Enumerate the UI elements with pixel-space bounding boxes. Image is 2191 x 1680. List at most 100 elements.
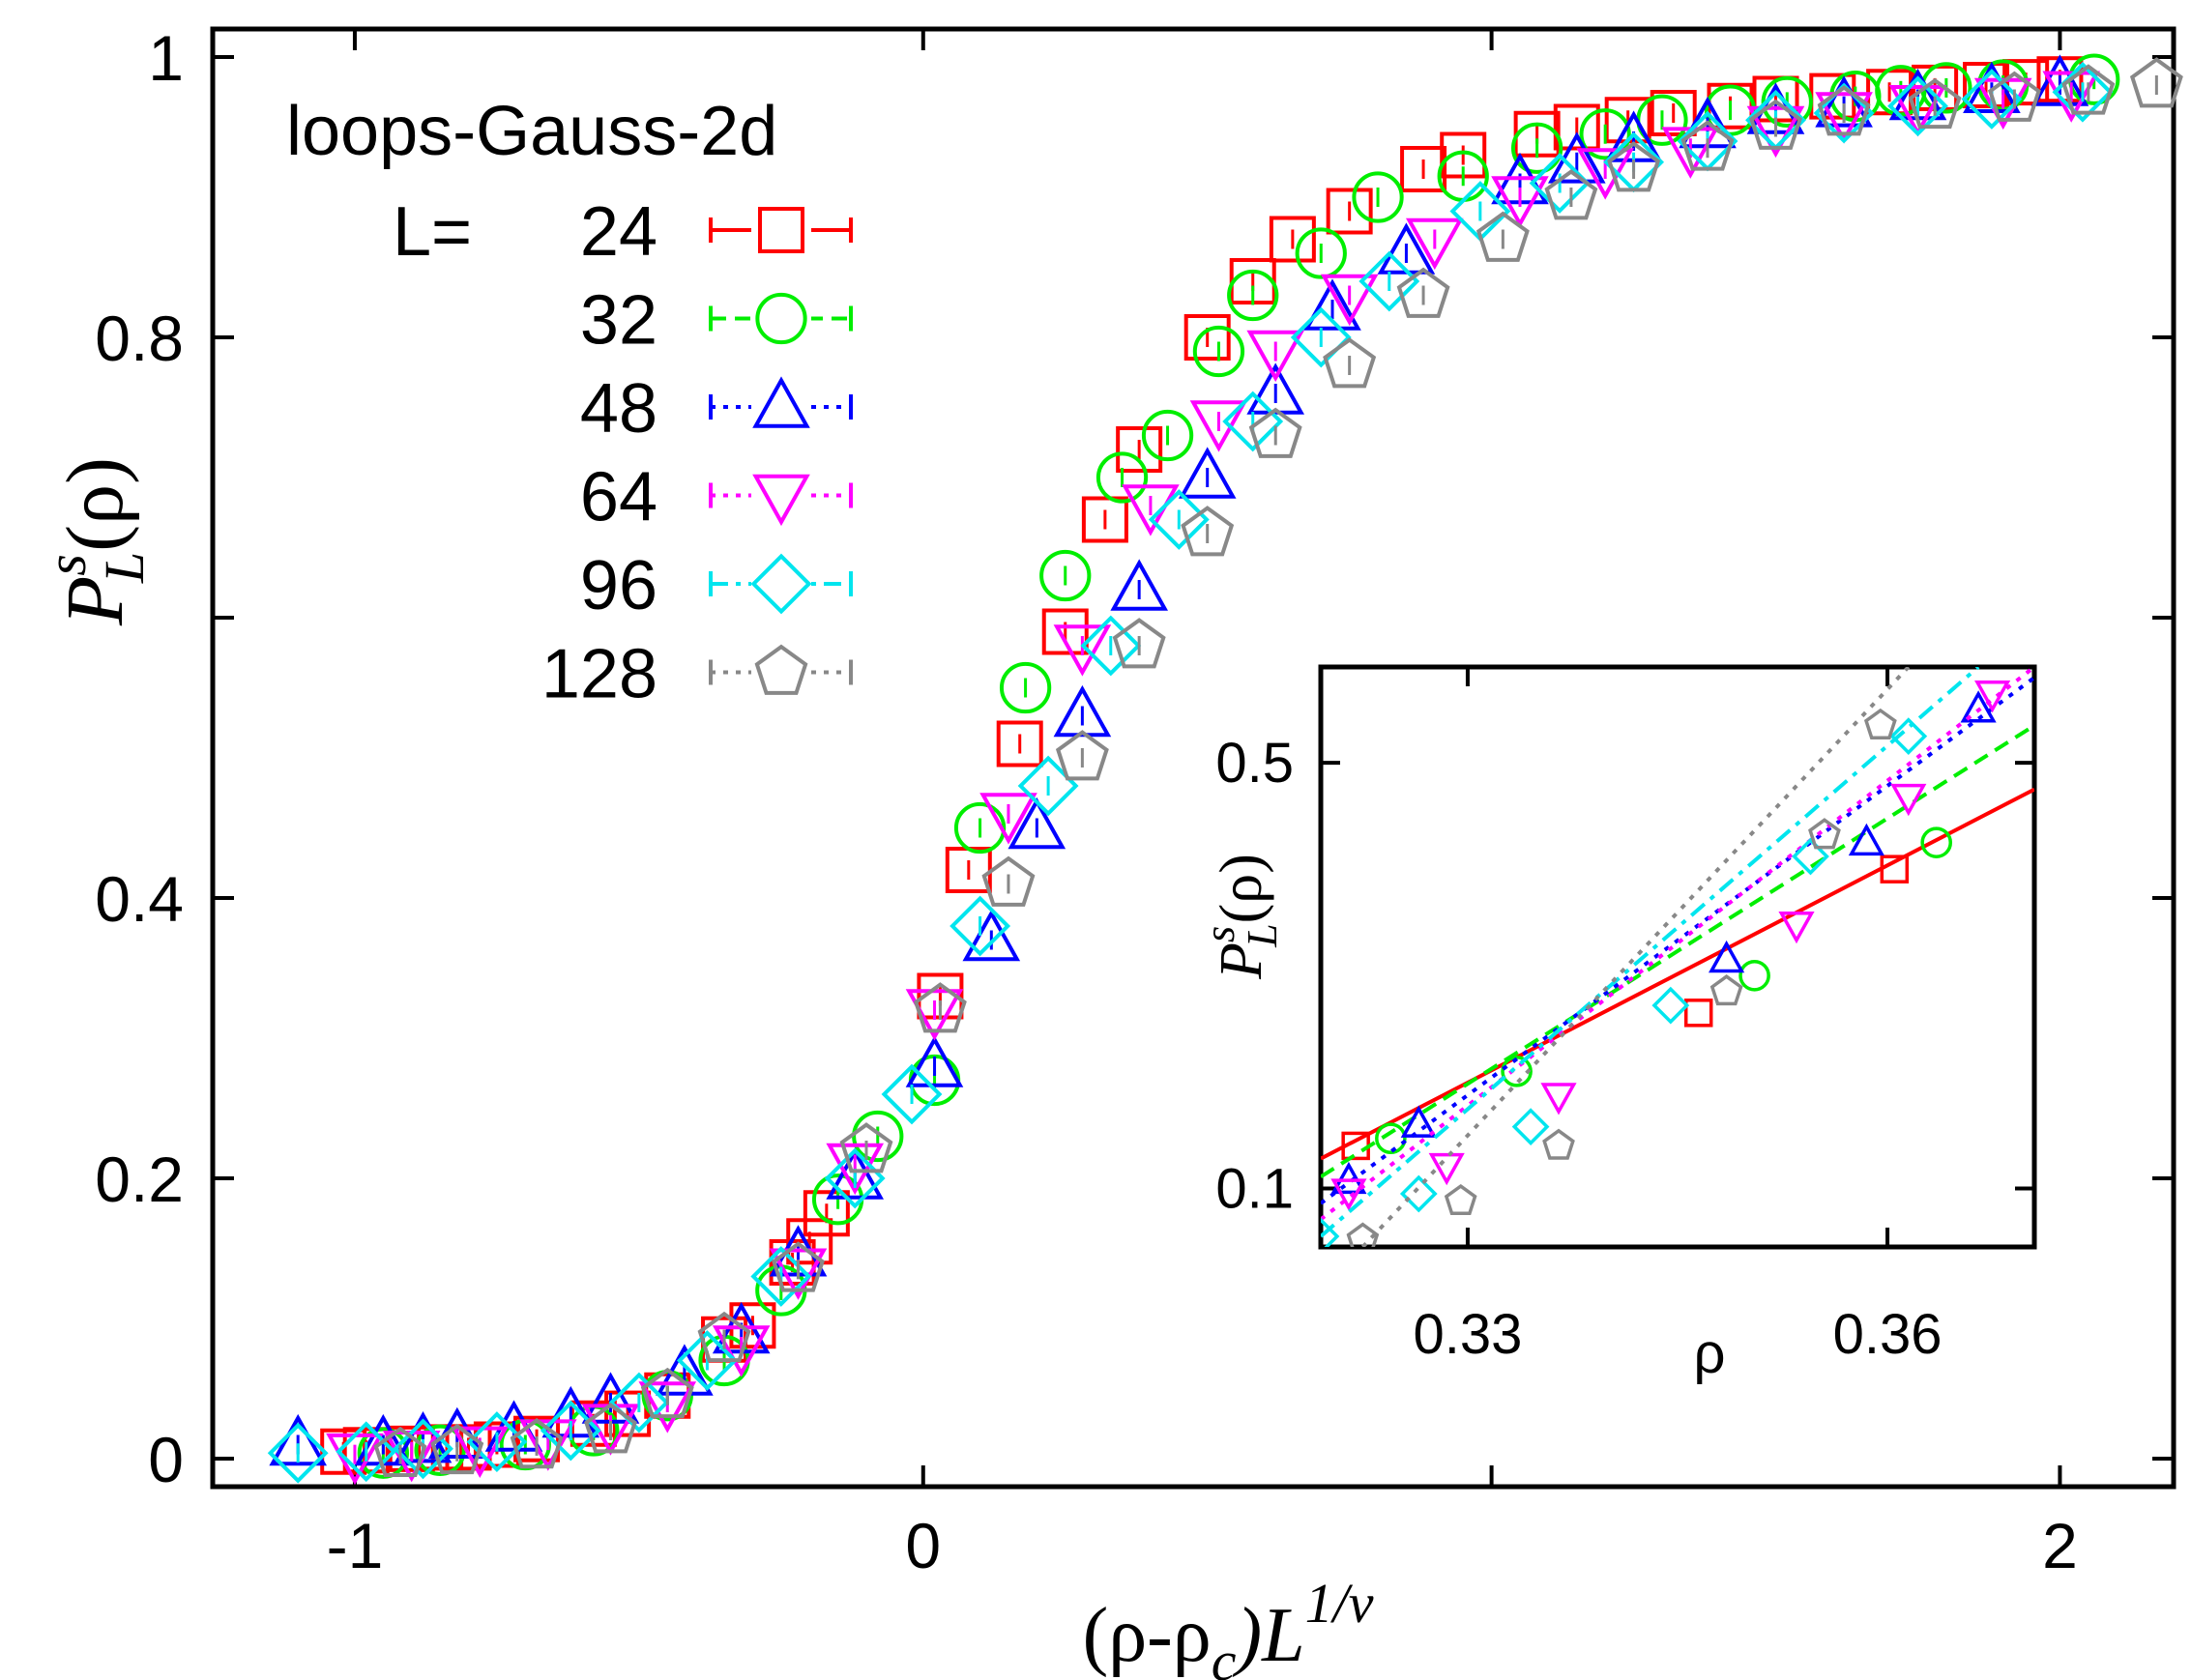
data-point <box>1888 85 1947 137</box>
data-point <box>953 801 1007 854</box>
inset-data-point <box>1540 1083 1577 1115</box>
data-point <box>1246 330 1305 383</box>
data-point <box>1908 77 1962 130</box>
inset-x-tick-label: 0.36 <box>1833 1303 1943 1366</box>
x-tick-label: 0 <box>905 1510 941 1581</box>
data-point <box>1081 496 1128 543</box>
inset-data-point <box>1890 783 1927 817</box>
inset-data-point <box>1792 837 1829 876</box>
legend-marker <box>750 553 812 615</box>
data-point <box>1269 216 1316 263</box>
data-point <box>1080 615 1142 677</box>
inset-data-point <box>1974 681 2011 713</box>
data-point <box>513 1415 561 1463</box>
data-point <box>414 1424 466 1476</box>
inset-series-128 <box>1346 667 1911 1247</box>
inset-data-point <box>1880 854 1910 883</box>
data-point <box>1326 188 1373 235</box>
inset-data-point <box>1709 974 1743 1006</box>
data-point <box>1529 153 1591 214</box>
data-point <box>1815 75 1873 128</box>
inset-data-point <box>1848 823 1884 856</box>
y-tick-label: 0.8 <box>95 303 184 374</box>
data-point <box>1112 618 1166 669</box>
legend-marker <box>755 292 807 345</box>
inset-fit-line <box>1321 676 2034 1205</box>
inset-data-point <box>1651 986 1690 1025</box>
data-point <box>1761 75 1813 129</box>
legend-marker <box>758 207 804 253</box>
inset-fit-line <box>1321 787 2034 1161</box>
inset-series-48 <box>1321 676 2034 1205</box>
inset-y-axis-label: PsL(ρ) <box>1196 854 1286 980</box>
inset-data-point <box>1375 1122 1407 1155</box>
data-point <box>1963 61 2021 113</box>
inset-plot-area <box>1321 667 2034 1247</box>
data-point <box>1815 92 1873 144</box>
inset-data-point <box>1709 940 1745 973</box>
inset-data-point <box>1778 911 1815 944</box>
plot-frame <box>210 26 2176 1490</box>
data-point <box>1178 447 1237 499</box>
data-point <box>1987 71 2041 122</box>
data-point <box>1041 608 1089 655</box>
inset-data-point <box>1511 1108 1550 1145</box>
data-point <box>1817 85 1871 136</box>
data-point <box>1039 549 1092 602</box>
data-point <box>510 1418 564 1469</box>
data-point <box>676 1330 738 1391</box>
inset-x-tick-label: 0.33 <box>1413 1303 1522 1366</box>
data-point <box>1055 730 1109 781</box>
legend-marker <box>752 474 810 527</box>
legend-label: 24 <box>580 193 657 271</box>
legend-marker <box>754 644 808 695</box>
data-point <box>1181 506 1235 557</box>
data-point <box>2129 57 2183 108</box>
x-axis-label: (ρ-ρc)L1/ν <box>1083 1572 1374 1680</box>
data-point <box>357 1427 409 1479</box>
inset-y-tick-label: 0.5 <box>1215 732 1294 795</box>
inset-y-tick-label: 0.1 <box>1215 1157 1294 1220</box>
data-point <box>1248 407 1302 458</box>
y-tick-label: 1 <box>148 22 184 94</box>
data-point <box>584 1403 637 1454</box>
data-point <box>1579 108 1631 160</box>
data-point <box>913 982 967 1033</box>
data-point <box>1183 314 1231 361</box>
legend-marker-bg <box>751 291 811 346</box>
inset-data-point <box>1346 1222 1380 1247</box>
data-point <box>999 661 1052 714</box>
data-point <box>608 1372 670 1434</box>
data-point <box>1813 82 1875 144</box>
data-point <box>839 1122 893 1173</box>
y-tick-label: 0.4 <box>95 863 184 935</box>
data-point <box>1746 105 1805 159</box>
inset-data-point <box>1683 999 1713 1028</box>
data-point <box>1475 211 1530 262</box>
axis-labels: PsL(ρ) (ρ-ρc)L1/ν PsL(ρ) ρ <box>35 457 1726 1680</box>
data-point <box>826 1143 885 1196</box>
legend-label: 48 <box>580 370 657 448</box>
inset-series-96 <box>1321 667 1980 1247</box>
data-point <box>1323 337 1377 389</box>
data-point <box>638 1381 697 1434</box>
data-point <box>1303 278 1361 331</box>
data-point <box>269 1413 328 1466</box>
y-tick-label: 0.2 <box>95 1144 184 1215</box>
x-tick-label: 2 <box>2042 1510 2078 1581</box>
data-point <box>981 855 1036 907</box>
data-point <box>1607 141 1661 192</box>
data-point <box>881 1063 943 1125</box>
data-point <box>1141 409 1194 462</box>
inset-data-point <box>1428 1152 1465 1186</box>
inset-data-point <box>1960 690 1997 723</box>
legend-title: loops-Gauss-2d <box>286 93 777 170</box>
legend-prefix: L= <box>393 193 472 271</box>
inset-series-64 <box>1321 667 2034 1221</box>
data-point <box>979 793 1037 845</box>
data-point <box>769 1248 828 1300</box>
data-point <box>2030 54 2089 106</box>
data-point <box>697 1311 751 1363</box>
data-point <box>962 909 1021 962</box>
y-axis-label: PsL(ρ) <box>35 457 156 626</box>
